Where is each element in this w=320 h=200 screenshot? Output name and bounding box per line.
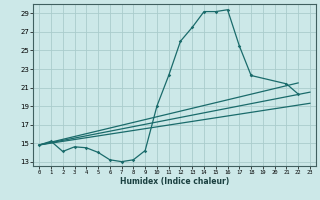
X-axis label: Humidex (Indice chaleur): Humidex (Indice chaleur) <box>120 177 229 186</box>
